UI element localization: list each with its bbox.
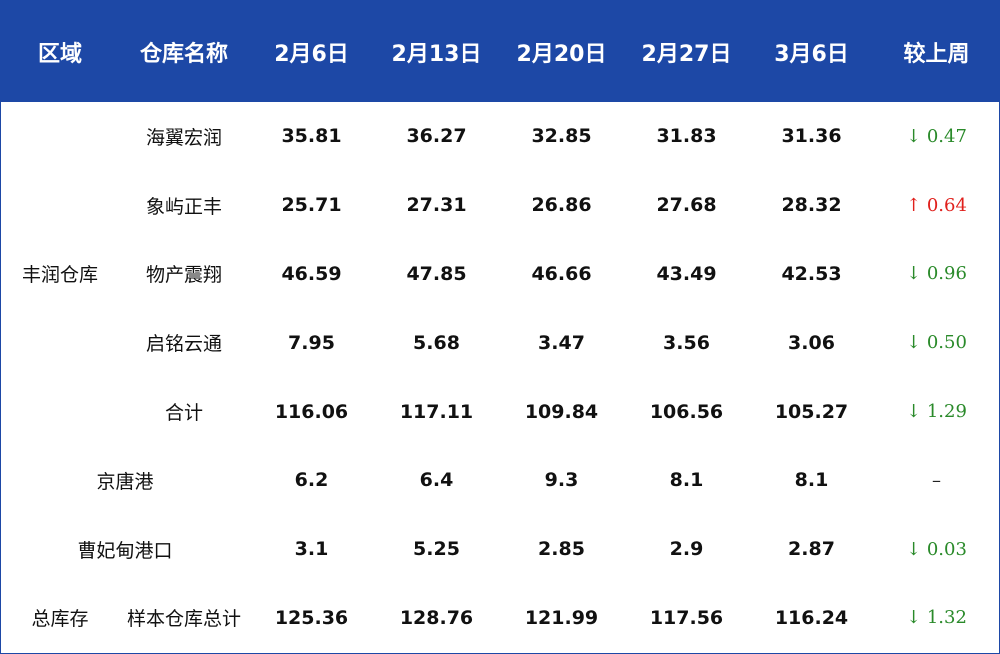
value-cell: 28.32: [781, 194, 842, 217]
value-cell: 36.27: [406, 125, 467, 148]
value-cell: 116.24: [774, 606, 849, 629]
value-cell: 106.56: [649, 400, 724, 423]
value-cell: 105.27: [774, 400, 849, 423]
name-cell: 样本仓库总计: [126, 608, 241, 631]
change-cell: ↓ 1.29: [906, 401, 967, 423]
value-cell: 7.95: [288, 331, 335, 354]
value-cell: 2.85: [538, 538, 585, 561]
table-row: 合计 116.06 117.11 109.84 106.56 105.27 ↓ 1.29: [1, 377, 999, 446]
header-cell: 2月13日: [391, 41, 482, 67]
header-cell: 2月6日: [274, 41, 349, 67]
value-cell: 5.68: [413, 331, 460, 354]
name-cell: 启铭云通: [145, 333, 222, 356]
value-cell: 3.1: [294, 538, 329, 561]
value-cell: 8.1: [669, 469, 704, 492]
change-cell: –: [932, 469, 941, 491]
value-cell: 26.86: [531, 194, 592, 217]
region-cell: 京唐港: [96, 470, 154, 493]
value-cell: 46.59: [281, 262, 342, 285]
table-row: 曹妃甸港口 3.1 5.25 2.85 2.9 2.87 ↓ 0.03: [1, 515, 999, 584]
table-row: 物产震翔 46.59 47.85 46.66 43.49 42.53 ↓ 0.96: [1, 240, 999, 309]
value-cell: 117.56: [649, 606, 724, 629]
value-cell: 42.53: [781, 262, 842, 285]
value-cell: 121.99: [524, 606, 599, 629]
value-cell: 31.83: [656, 125, 717, 148]
value-cell: 116.06: [274, 400, 349, 423]
change-cell: ↓ 1.32: [906, 607, 967, 629]
value-cell: 109.84: [524, 400, 599, 423]
change-cell: ↓ 0.96: [906, 263, 967, 285]
header-cell: 2月20日: [516, 41, 607, 67]
value-cell: 3.06: [788, 331, 835, 354]
change-cell: ↑ 0.64: [906, 194, 967, 216]
table-body: 丰润仓库 海翼宏润 35.81 36.27 32.85 31.83 31.36 ↓ 0.47 象…: [1, 102, 999, 652]
value-cell: 9.3: [544, 469, 579, 492]
value-cell: 3.47: [538, 331, 585, 354]
value-cell: 6.4: [419, 469, 454, 492]
change-cell: ↓ 0.50: [906, 332, 967, 354]
name-cell: 象屿正丰: [145, 195, 222, 218]
table-row: 象屿正丰 25.71 27.31 26.86 27.68 28.32 ↑ 0.64: [1, 171, 999, 240]
name-cell: 海翼宏润: [145, 126, 222, 149]
region-cell: 曹妃甸港口: [77, 539, 173, 562]
header-cell: 3月6日: [774, 41, 849, 67]
value-cell: 8.1: [794, 469, 829, 492]
change-cell: ↓ 0.03: [906, 538, 967, 560]
header-cell: 2月27日: [641, 41, 732, 67]
value-cell: 2.87: [788, 538, 835, 561]
value-cell: 31.36: [781, 125, 842, 148]
value-cell: 27.68: [656, 194, 717, 217]
change-cell: ↓ 0.47: [906, 125, 967, 147]
header-row: 区域 仓库名称 2月6日 2月13日 2月20日 2月27日 3月6日 较上周: [1, 1, 999, 102]
value-cell: 25.71: [281, 194, 342, 217]
value-cell: 3.56: [663, 331, 710, 354]
value-cell: 125.36: [274, 606, 349, 629]
value-cell: 43.49: [656, 262, 717, 285]
name-cell: 物产震翔: [145, 264, 222, 287]
region-cell: 总库存: [31, 608, 89, 631]
value-cell: 47.85: [406, 262, 467, 285]
name-cell: 合计: [164, 402, 203, 425]
value-cell: 117.11: [399, 400, 474, 423]
table-row: 总库存 样本仓库总计 125.36 128.76 121.99 117.56 116.24 ↓…: [1, 584, 999, 653]
region-cell: 丰润仓库: [21, 264, 98, 287]
value-cell: 35.81: [281, 125, 342, 148]
value-cell: 6.2: [294, 469, 329, 492]
table-row: 京唐港 6.2 6.4 9.3 8.1 8.1 –: [1, 446, 999, 515]
table-row: 启铭云通 7.95 5.68 3.47 3.56 3.06 ↓ 0.50: [1, 308, 999, 377]
value-cell: 32.85: [531, 125, 592, 148]
value-cell: 46.66: [531, 262, 592, 285]
value-cell: 5.25: [413, 538, 460, 561]
header-cell: 区域: [37, 41, 82, 67]
value-cell: 27.31: [406, 194, 467, 217]
table-row: 丰润仓库 海翼宏润 35.81 36.27 32.85 31.83 31.36 ↓ 0.47: [1, 102, 999, 286]
header-cell: 较上周: [903, 41, 970, 67]
value-cell: 128.76: [399, 606, 474, 629]
header-cell: 仓库名称: [139, 41, 228, 67]
value-cell: 2.9: [669, 538, 704, 561]
